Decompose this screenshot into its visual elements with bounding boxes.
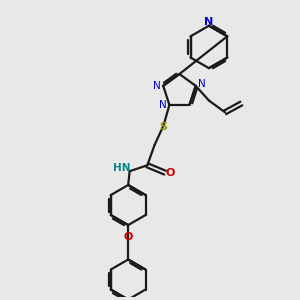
Text: O: O bbox=[166, 168, 175, 178]
Text: N: N bbox=[198, 80, 206, 89]
Text: S: S bbox=[160, 122, 167, 132]
Text: HN: HN bbox=[113, 163, 130, 173]
Text: N: N bbox=[153, 81, 160, 91]
Text: N: N bbox=[204, 17, 214, 27]
Text: N: N bbox=[159, 100, 167, 110]
Text: O: O bbox=[124, 232, 133, 242]
